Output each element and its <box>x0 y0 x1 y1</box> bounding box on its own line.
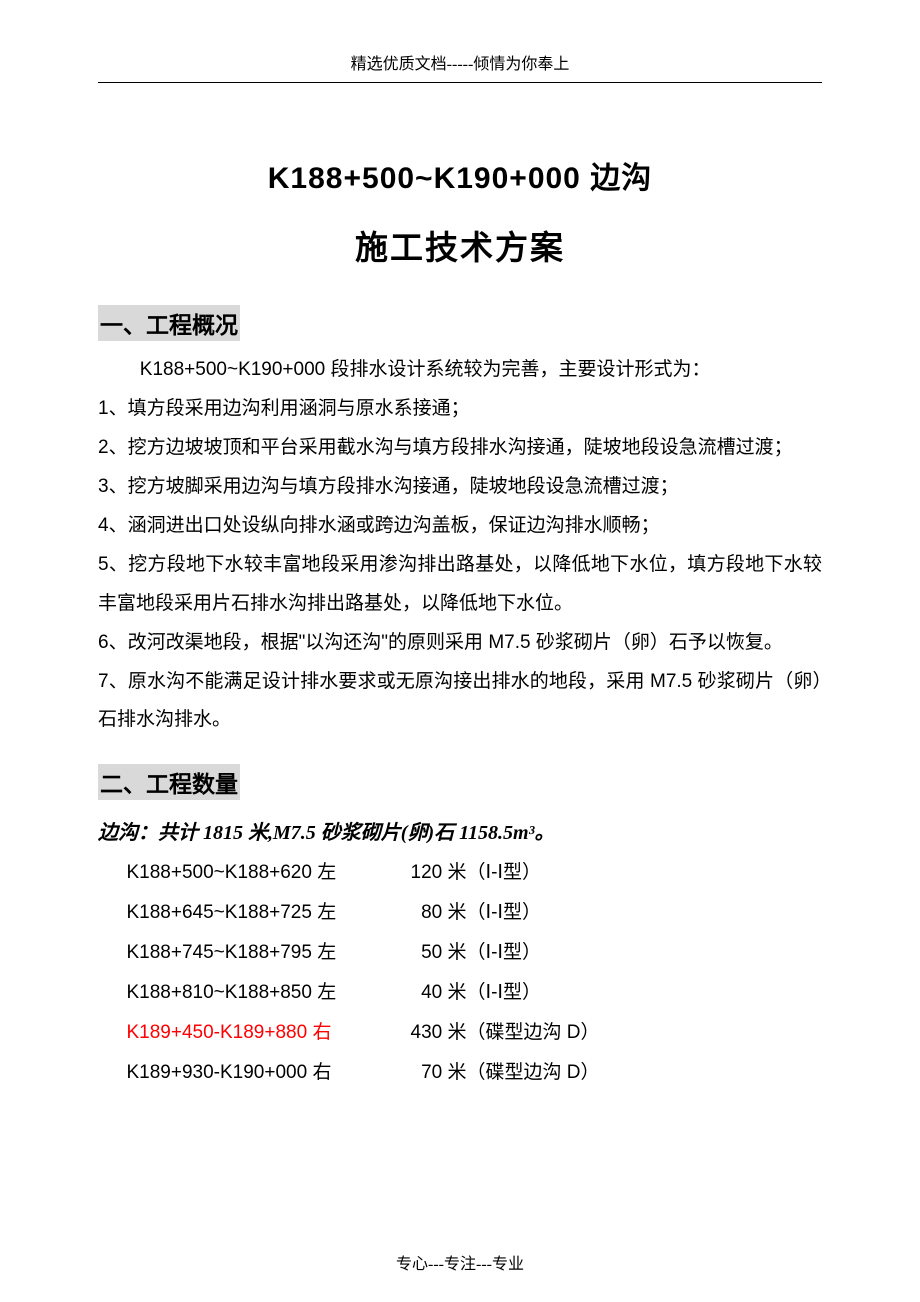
section-2-heading: 二、工程数量 <box>98 764 240 800</box>
quantity-range: K188+645~K188+725 左 <box>127 893 377 933</box>
section-1-item-3: 3、挖方坡脚采用边沟与填方段排水沟接通，陡坡地段设急流槽过渡； <box>98 468 822 507</box>
section-1-item-1: 1、填方段采用边沟利用涵洞与原水系接通； <box>98 390 822 429</box>
quantity-type: （碟型边沟 D） <box>467 1053 600 1093</box>
quantity-range: K189+450-K189+880 右 <box>127 1013 377 1053</box>
quantity-range: K188+745~K188+795 左 <box>127 933 377 973</box>
quantity-type: （碟型边沟 D） <box>467 1013 600 1053</box>
quantity-type: （Ⅰ-Ⅰ型） <box>467 973 542 1013</box>
document-title-line-1: K188+500~K190+000 边沟 <box>98 153 822 197</box>
document-page: 精选优质文档-----倾情为你奉上 K188+500~K190+000 边沟 施… <box>0 0 920 1133</box>
section-2-subheading: 边沟：共计 1815 米,M7.5 砂浆砌片(卵)石 1158.5m³。 <box>98 816 822 845</box>
quantity-list: K188+500~K188+620 左 120 米 （Ⅰ-Ⅰ型） K188+64… <box>98 853 822 1092</box>
page-footer: 专心---专注---专业 <box>0 1250 920 1274</box>
section-1-item-4: 4、涵洞进出口处设纵向排水涵或跨边沟盖板，保证边沟排水顺畅； <box>98 507 822 546</box>
quantity-length: 80 米 <box>377 893 467 933</box>
quantity-range: K188+500~K188+620 左 <box>127 853 377 893</box>
quantity-range: K189+930-K190+000 右 <box>127 1053 377 1093</box>
header-divider <box>98 82 822 83</box>
quantity-row: K189+450-K189+880 右 430 米 （碟型边沟 D） <box>98 1013 822 1053</box>
quantity-length: 430 米 <box>377 1013 467 1053</box>
section-quantity: 二、工程数量 边沟：共计 1815 米,M7.5 砂浆砌片(卵)石 1158.5… <box>98 758 822 1092</box>
quantity-row: K189+930-K190+000 右 70 米 （碟型边沟 D） <box>98 1053 822 1093</box>
page-header: 精选优质文档-----倾情为你奉上 <box>98 50 822 74</box>
quantity-length: 120 米 <box>377 853 467 893</box>
section-1-item-5: 5、挖方段地下水较丰富地段采用渗沟排出路基处，以降低地下水位，填方段地下水较丰富… <box>98 546 822 624</box>
quantity-row: K188+500~K188+620 左 120 米 （Ⅰ-Ⅰ型） <box>98 853 822 893</box>
quantity-length: 50 米 <box>377 933 467 973</box>
quantity-type: （Ⅰ-Ⅰ型） <box>467 893 542 933</box>
quantity-type: （Ⅰ-Ⅰ型） <box>467 853 542 893</box>
quantity-row: K188+745~K188+795 左 50 米 （Ⅰ-Ⅰ型） <box>98 933 822 973</box>
quantity-row: K188+645~K188+725 左 80 米 （Ⅰ-Ⅰ型） <box>98 893 822 933</box>
section-1-heading: 一、工程概况 <box>98 305 240 341</box>
section-1-item-6: 6、改河改渠地段，根据"以沟还沟"的原则采用 M7.5 砂浆砌片（卵）石予以恢复… <box>98 624 822 663</box>
quantity-length: 70 米 <box>377 1053 467 1093</box>
section-1-item-7: 7、原水沟不能满足设计排水要求或无原沟接出排水的地段，采用 M7.5 砂浆砌片（… <box>98 663 822 741</box>
quantity-row: K188+810~K188+850 左 40 米 （Ⅰ-Ⅰ型） <box>98 973 822 1013</box>
section-overview: 一、工程概况 K188+500~K190+000 段排水设计系统较为完善，主要设… <box>98 299 822 740</box>
quantity-length: 40 米 <box>377 973 467 1013</box>
document-title-line-2: 施工技术方案 <box>98 221 822 269</box>
section-1-item-2: 2、挖方边坡坡顶和平台采用截水沟与填方段排水沟接通，陡坡地段设急流槽过渡； <box>98 429 822 468</box>
quantity-range: K188+810~K188+850 左 <box>127 973 377 1013</box>
quantity-type: （Ⅰ-Ⅰ型） <box>467 933 542 973</box>
section-1-intro: K188+500~K190+000 段排水设计系统较为完善，主要设计形式为： <box>98 351 822 390</box>
